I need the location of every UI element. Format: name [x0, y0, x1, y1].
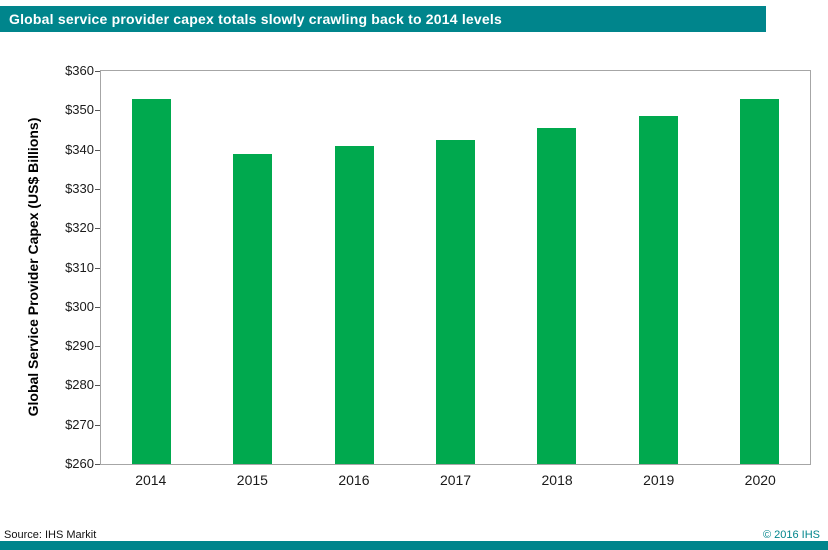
bar-slot	[506, 71, 607, 464]
bar-slot	[101, 71, 202, 464]
bar-series	[101, 71, 810, 464]
y-tick-mark	[95, 424, 100, 426]
y-tick-mark	[95, 306, 100, 308]
y-tick-mark	[95, 385, 100, 387]
bar-2018	[537, 128, 577, 464]
y-tick-mark	[95, 188, 100, 190]
y-tick-mark	[95, 149, 100, 151]
bar-2014	[132, 98, 172, 464]
y-tick-label: $320	[65, 220, 94, 236]
bar-slot	[607, 71, 708, 464]
y-tick-mark	[95, 228, 100, 230]
x-tick-label: 2017	[439, 472, 472, 488]
bar-slot	[202, 71, 303, 464]
y-tick-mark	[95, 110, 100, 112]
y-tick-label: $360	[65, 63, 94, 78]
x-tick-label: 2016	[338, 472, 370, 488]
y-tick-label: $310	[65, 259, 94, 275]
y-tick-label: $280	[65, 377, 94, 393]
x-tick-label: 2018	[541, 472, 573, 488]
x-tick-label: 2014	[135, 472, 167, 488]
y-tick-label: $260	[65, 456, 94, 471]
bar-2015	[233, 153, 273, 464]
y-tick-mark	[95, 71, 100, 72]
footer-accent-bar	[0, 541, 828, 550]
bar-slot	[405, 71, 506, 464]
bar-2016	[334, 145, 374, 464]
y-tick-label: $330	[65, 180, 94, 196]
bar-2020	[739, 98, 779, 464]
chart-title-bar: Global service provider capex totals slo…	[0, 6, 766, 32]
chart-title: Global service provider capex totals slo…	[9, 11, 502, 27]
bar-2019	[638, 116, 678, 464]
y-tick-label: $300	[65, 298, 94, 314]
x-axis: 2014 2015 2016 2017 2018 2019 2020	[100, 472, 811, 488]
x-tick-label: 2020	[744, 472, 776, 488]
y-axis-title: Global Service Provider Capex (US$ Billi…	[25, 117, 41, 417]
source-text: Source: IHS Markit	[4, 529, 97, 541]
y-tick-label: $350	[65, 102, 94, 118]
bar-slot	[304, 71, 405, 464]
x-tick-label: 2015	[236, 472, 268, 488]
y-tick-label: $270	[65, 416, 94, 432]
bar-slot	[709, 71, 810, 464]
copyright-text: © 2016 IHS	[762, 529, 820, 541]
plot-area	[100, 70, 811, 465]
bar-2017	[435, 139, 475, 464]
y-tick-mark	[95, 464, 100, 465]
y-tick-mark	[95, 346, 100, 348]
y-tick-mark	[95, 267, 100, 269]
y-tick-label: $290	[65, 338, 94, 354]
x-tick-label: 2019	[643, 472, 675, 488]
y-tick-label: $340	[65, 141, 94, 157]
